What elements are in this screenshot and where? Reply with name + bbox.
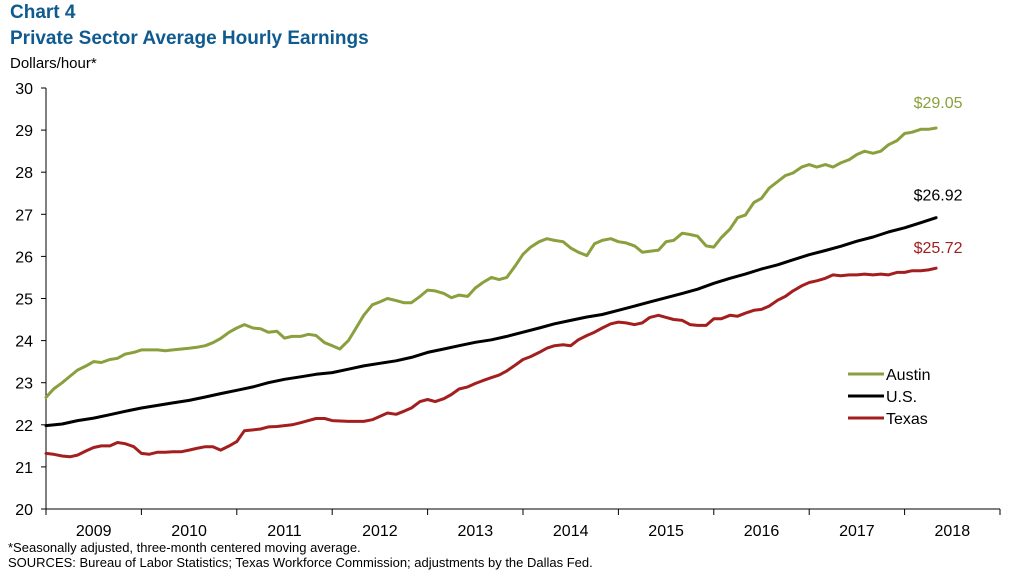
chart-axes: 20 21 22 23 24 25 26 27 28 29 30 2009 2010 2011 2012 20…: [15, 81, 1001, 540]
y-tick-label: 21: [15, 460, 33, 477]
footnote: *Seasonally adjusted, three-month center…: [8, 540, 361, 555]
end-value-label: $26.92: [914, 188, 963, 205]
x-tick-label: 2010: [171, 523, 207, 540]
chart-title: Private Sector Average Hourly Earnings: [10, 28, 369, 49]
x-tick-label: 2015: [648, 523, 684, 540]
y-tick-label: 29: [15, 123, 33, 140]
y-tick-label: 20: [15, 502, 33, 519]
line-chart: 20 21 22 23 24 25 26 27 28 29 30 2009 2010 2011 2012 20…: [15, 81, 1001, 540]
y-tick-label: 24: [15, 334, 33, 351]
x-tick-label: 2014: [553, 523, 589, 540]
x-tick-label: 2013: [458, 523, 494, 540]
legend-label: Texas: [886, 411, 928, 428]
x-tick-label: 2011: [267, 523, 302, 540]
y-tick-label: 28: [15, 165, 33, 182]
sources-note: SOURCES: Bureau of Labor Statistics; Tex…: [8, 555, 593, 570]
x-tick-label: 2018: [935, 523, 971, 540]
x-tick-label: 2016: [744, 523, 780, 540]
x-tick-label: 2017: [839, 523, 875, 540]
y-axis-unit-label: Dollars/hour*: [10, 55, 97, 72]
series-line-texas: [44, 266, 938, 459]
y-tick-label: 26: [15, 249, 33, 266]
legend-label: Austin: [886, 367, 930, 384]
end-value-label: $25.72: [914, 240, 963, 257]
y-tick-label: 27: [15, 207, 33, 224]
series-line-austin: [44, 126, 938, 399]
y-tick-label: 23: [15, 376, 33, 393]
series-line-us: [44, 216, 938, 428]
legend-label: U.S.: [886, 389, 917, 406]
y-tick-label: 22: [15, 418, 33, 435]
chart-legend: Austin U.S. Texas: [848, 367, 930, 428]
chart-number: Chart 4: [10, 2, 76, 23]
x-tick-label: 2009: [76, 523, 112, 540]
series-end-labels: $29.05 $26.92 $25.72: [914, 95, 963, 257]
y-tick-label: 30: [15, 81, 33, 98]
y-tick-label: 25: [15, 292, 33, 309]
end-value-label: $29.05: [914, 95, 963, 112]
series-lines: [44, 126, 938, 459]
x-tick-label: 2012: [362, 523, 398, 540]
